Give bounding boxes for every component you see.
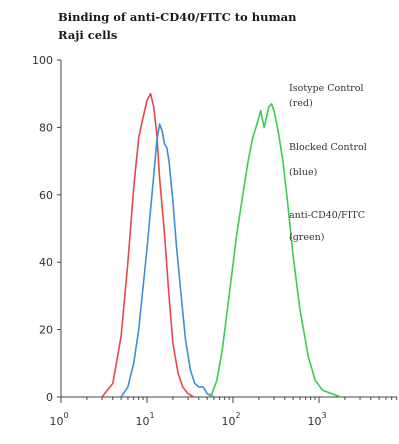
legend-blocked-line-2: (blue) — [289, 167, 317, 178]
x-tick-base: 10 — [307, 415, 321, 428]
x-tick-exponent: 1 — [149, 411, 154, 420]
isotype-control-curve — [101, 92, 195, 398]
x-tick-label: 101 — [135, 411, 154, 428]
x-tick-label: 103 — [307, 411, 326, 428]
y-tick-label: 100 — [32, 54, 53, 67]
legend-fitc-line-2: (green) — [289, 232, 324, 243]
y-tick-label: 0 — [46, 391, 53, 404]
x-tick-exponent: 0 — [63, 411, 68, 420]
y-tick-label: 20 — [39, 324, 53, 337]
legend-fitc-line-1: anti-CD40/FITC — [289, 210, 365, 221]
legend: Isotype Control (red) Blocked Control (b… — [289, 83, 367, 243]
chart-title-line-2: Raji cells — [58, 28, 117, 42]
y-tick-label: 40 — [39, 256, 53, 269]
blocked-control-curve — [120, 123, 215, 398]
x-tick-label: 102 — [221, 411, 240, 428]
legend-blocked-line-1: Blocked Control — [289, 142, 367, 153]
x-tick-base: 10 — [135, 415, 149, 428]
chart-title-line-1: Binding of anti-CD40/FITC to human — [58, 10, 297, 24]
y-tick-label: 60 — [39, 189, 53, 202]
x-tick-base: 10 — [49, 415, 63, 428]
x-tick-exponent: 2 — [235, 411, 240, 420]
anti-cd40-fitc-curve — [209, 103, 342, 398]
series-group — [101, 92, 342, 398]
x-tick-base: 10 — [221, 415, 235, 428]
x-axis-ticks: 100 101 102 103 — [49, 397, 398, 428]
x-tick-label: 100 — [49, 411, 68, 428]
y-tick-label: 80 — [39, 121, 53, 134]
legend-isotype-line-1: Isotype Control — [289, 83, 363, 94]
y-axis-ticks: 0 20 40 60 80 100 — [32, 54, 61, 404]
legend-isotype-line-2: (red) — [289, 98, 313, 109]
x-tick-exponent: 3 — [321, 411, 326, 420]
